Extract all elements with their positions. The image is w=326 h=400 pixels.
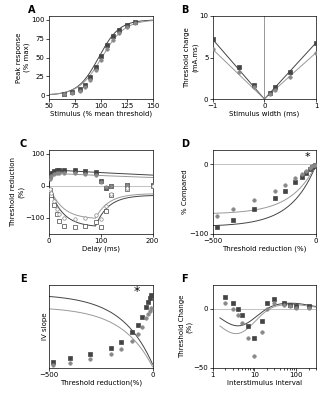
X-axis label: Stimulus (% mean threshold): Stimulus (% mean threshold)	[50, 110, 152, 117]
Text: C: C	[20, 139, 27, 149]
X-axis label: Threshold reduction (%): Threshold reduction (%)	[222, 245, 306, 252]
Text: D: D	[182, 139, 189, 149]
X-axis label: Stimulus width (ms): Stimulus width (ms)	[229, 110, 300, 117]
Text: *: *	[134, 285, 140, 298]
Text: A: A	[28, 5, 36, 15]
Text: B: B	[182, 5, 189, 15]
Text: *: *	[305, 152, 311, 162]
Y-axis label: Threshold reduction
(%): Threshold reduction (%)	[10, 157, 24, 227]
Y-axis label: % Compared: % Compared	[182, 170, 188, 214]
Y-axis label: IV slope: IV slope	[41, 313, 48, 340]
X-axis label: Interstimulus interval: Interstimulus interval	[227, 380, 302, 386]
X-axis label: Delay (ms): Delay (ms)	[82, 245, 120, 252]
Y-axis label: Peak response
(% max): Peak response (% max)	[16, 32, 30, 83]
Text: E: E	[20, 274, 26, 284]
Y-axis label: Threshold charge
(mA.ms): Threshold charge (mA.ms)	[185, 27, 198, 88]
Text: F: F	[182, 274, 188, 284]
X-axis label: Threshold reduction(%): Threshold reduction(%)	[60, 380, 142, 386]
Y-axis label: Threshold Change
(%): Threshold Change (%)	[179, 295, 192, 358]
